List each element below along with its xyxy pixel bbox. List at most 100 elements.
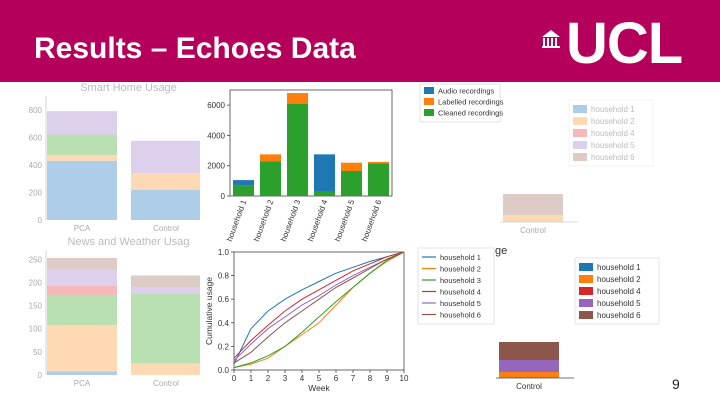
legend-swatch: [579, 299, 593, 307]
x-tick-label: 7: [351, 374, 356, 383]
bar-segment: [47, 257, 117, 270]
bar-segment: [367, 161, 390, 164]
legend-swatch: [424, 87, 434, 94]
chart-legend: household 1 household 2 household 4 househo…: [568, 99, 654, 167]
legend-label: household 1: [440, 253, 481, 262]
legend-swatch: [424, 109, 434, 116]
y-tick-label: 1.0: [218, 248, 230, 257]
bar-segment: [131, 189, 201, 220]
bar-segment: [47, 111, 117, 135]
legend-swatch: [579, 311, 593, 319]
legend-label: household 5: [591, 141, 635, 150]
y-tick-label: 0: [38, 371, 43, 380]
faded-control-chart: Control household 1 household 2 household 4…: [500, 99, 654, 235]
y-tick-label: 600: [29, 133, 43, 142]
bar-segment: [131, 363, 201, 375]
series-line: [233, 251, 405, 369]
y-tick-label: 250: [29, 255, 43, 264]
bar-segment: [503, 194, 563, 215]
x-tick-label: Control: [153, 224, 179, 233]
y-axis-label: Cumulative usage: [204, 277, 214, 345]
x-tick-label: 8: [368, 374, 373, 383]
chart-legend: Audio recordings Labelled recordings Clean…: [419, 83, 504, 123]
bar-segment: [340, 162, 363, 172]
chart-legend: household 1 household 2 household 4 househo…: [574, 257, 660, 325]
x-tick-label: Control: [520, 226, 546, 235]
plot-frame: [229, 89, 393, 197]
bar-segment: [286, 93, 309, 104]
smart-home-usage-chart: Smart Home Usage 0 200 400 600 800 PCA Control: [29, 82, 201, 233]
legend-label: household 1: [591, 105, 635, 114]
bar-segment: [47, 371, 117, 375]
x-tick-label: 4: [300, 374, 305, 383]
slide-title: Results – Echoes Data: [34, 32, 356, 65]
bar-segment: [131, 275, 201, 288]
slide-header: Results – Echoes Data UCL: [0, 0, 720, 82]
legend-label: household 3: [440, 276, 481, 285]
x-tick-label: 1: [249, 374, 254, 383]
bar-segment: [286, 103, 309, 196]
x-tick-label: PCA: [74, 379, 91, 388]
bar-segment: [47, 269, 117, 286]
legend-label: Audio recordings: [438, 87, 495, 96]
legend-swatch: [579, 275, 593, 283]
legend-swatch: [573, 129, 587, 137]
bar-segment: [503, 215, 563, 222]
y-tick-label: 0: [221, 192, 226, 201]
chart-legend: household 1 household 2 household 3 househo…: [417, 247, 495, 325]
x-tick-label: 6: [334, 374, 339, 383]
legend-label: Cleaned recordings: [438, 109, 503, 118]
bar-segment: [47, 294, 117, 325]
y-tick-label: 150: [29, 302, 43, 311]
y-tick-label: 0.6: [218, 295, 230, 304]
x-tick-label: 9: [385, 374, 390, 383]
legend-label: Labelled recordings: [438, 98, 504, 107]
chart-title: ge: [495, 245, 507, 257]
y-tick-label: 0.0: [218, 366, 230, 375]
page-number: 9: [672, 376, 680, 392]
legend-label: household 5: [597, 299, 641, 308]
y-tick-label: 0.8: [218, 272, 230, 281]
legend-label: household 6: [440, 311, 481, 320]
y-tick-label: 800: [29, 106, 43, 115]
bar-segment: [47, 285, 117, 295]
series-line: [233, 251, 405, 365]
y-tick-label: 200: [29, 188, 43, 197]
bar-segment: [131, 293, 201, 364]
ucl-logo: UCL: [566, 11, 683, 76]
legend-label: household 4: [597, 287, 641, 296]
bar-segment: [47, 160, 117, 220]
bar-segment: [367, 163, 390, 196]
x-axis-label: Week: [308, 383, 330, 393]
bar-segment: [131, 140, 201, 174]
y-tick-label: 50: [33, 348, 42, 357]
legend-label: household 4: [440, 288, 481, 297]
x-tick-label: 0: [232, 374, 237, 383]
bar-segment: [131, 173, 201, 190]
x-tick-label: 5: [317, 374, 322, 383]
bar-segment: [259, 154, 282, 162]
bar-segment: [259, 161, 282, 196]
y-tick-label: 200: [29, 278, 43, 287]
legend-swatch: [573, 153, 587, 161]
bar-segment: [499, 360, 559, 372]
x-tick-label: 3: [283, 374, 288, 383]
legend-box: [417, 247, 495, 325]
y-tick-label: 0.4: [218, 319, 230, 328]
y-tick-label: 6000: [207, 101, 225, 110]
legend-label: household 5: [440, 299, 481, 308]
x-tick-label: PCA: [74, 224, 91, 233]
x-tick-label: 2: [266, 374, 271, 383]
legend-label: household 6: [597, 311, 641, 320]
legend-swatch: [579, 287, 593, 295]
legend-label: household 2: [440, 265, 481, 274]
chart-title: News and Weather Usag: [67, 236, 189, 248]
bar-segment: [499, 372, 559, 378]
bar-segment: [47, 155, 117, 161]
cumulative-usage-chart: 0.0 0.2 0.4 0.6 0.8 1.0 0 1 2 3 4 5 6 7 8 9 10 Week Cumula…: [200, 244, 495, 394]
series-line: [233, 251, 405, 359]
x-tick-label: Control: [516, 382, 542, 391]
legend-label: household 4: [591, 129, 635, 138]
legend-swatch: [573, 117, 587, 125]
